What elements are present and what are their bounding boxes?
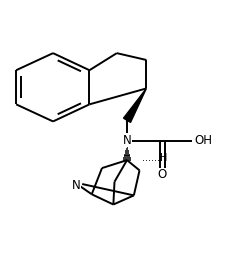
Text: N: N xyxy=(123,134,131,147)
Text: O: O xyxy=(158,168,167,181)
Text: ......H: ......H xyxy=(142,153,167,163)
Text: N: N xyxy=(71,179,80,192)
Polygon shape xyxy=(123,88,146,122)
Text: OH: OH xyxy=(194,134,212,147)
